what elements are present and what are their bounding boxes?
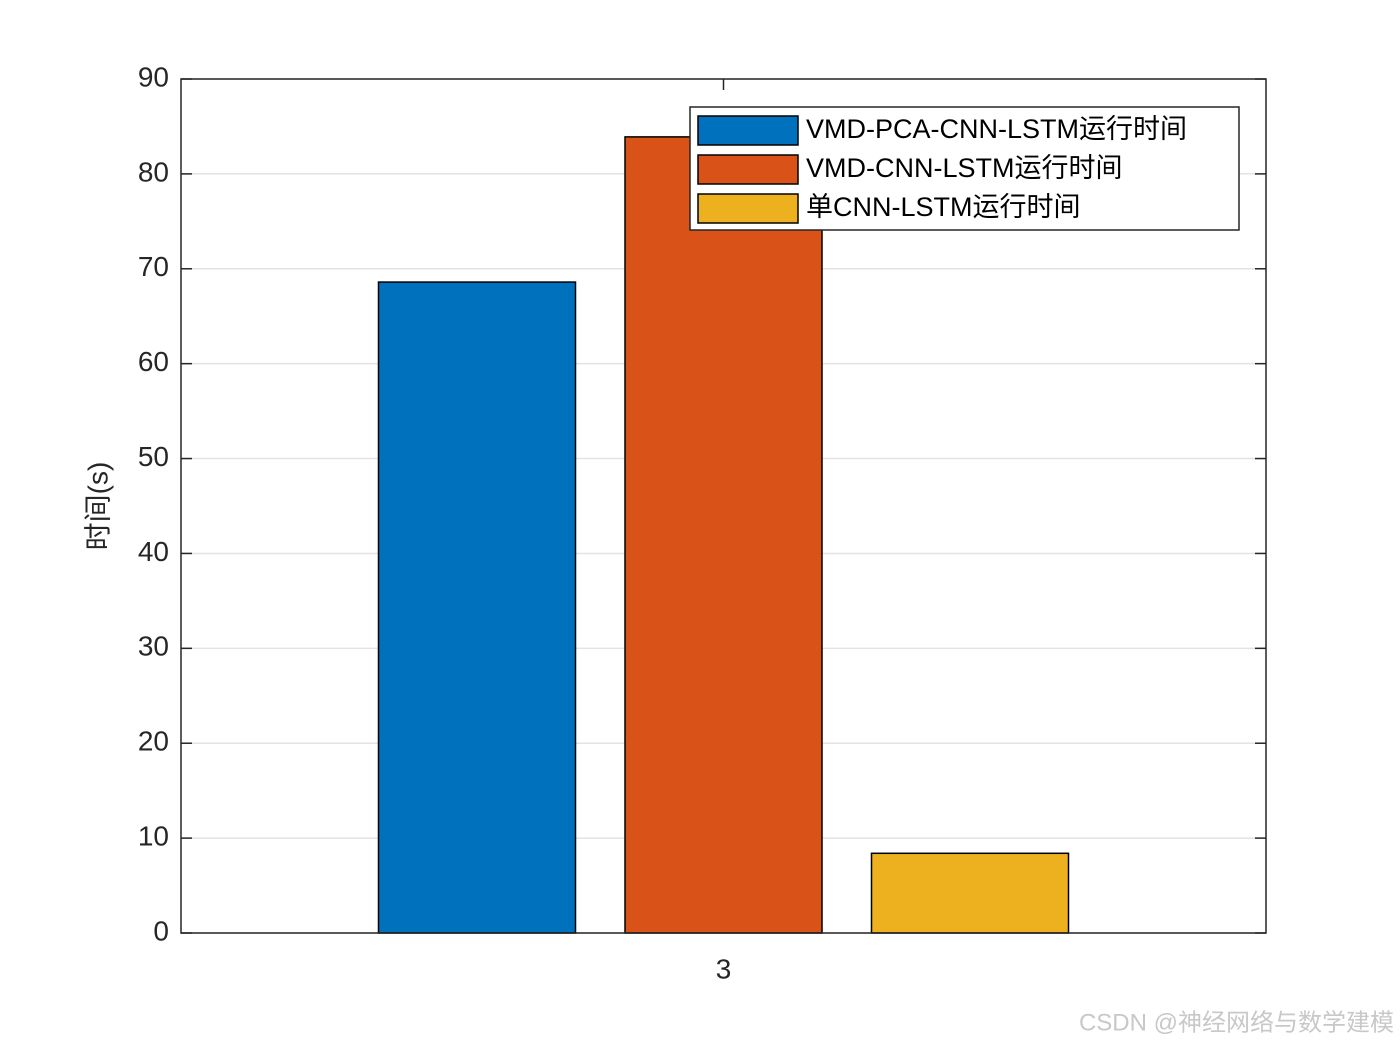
y-axis-label: 时间(s) (82, 462, 113, 551)
bar (624, 136, 823, 934)
y-tick-label: 60 (138, 346, 169, 377)
y-tick-label: 80 (138, 156, 169, 187)
y-tick-label: 20 (138, 726, 169, 757)
axes-box (180, 78, 1267, 934)
bar (377, 281, 577, 934)
y-tick-label: 10 (138, 821, 169, 852)
legend-label: VMD-PCA-CNN-LSTM运行时间 (806, 114, 1187, 144)
y-tick-label: 90 (138, 61, 169, 92)
y-tick-label: 70 (138, 251, 169, 282)
legend-label: VMD-CNN-LSTM运行时间 (806, 153, 1123, 183)
watermark: CSDN @神经网络与数学建模 (1079, 1009, 1394, 1036)
y-tick-label: 30 (138, 631, 169, 662)
y-tick-label: 50 (138, 441, 169, 472)
y-tick-label: 0 (153, 915, 169, 946)
bar (870, 852, 1070, 934)
legend-swatch (697, 115, 799, 146)
x-tick-label: 3 (716, 953, 732, 984)
legend-swatch (697, 193, 799, 224)
y-tick-label: 40 (138, 536, 169, 567)
legend-swatch (697, 154, 799, 185)
legend-label: 单CNN-LSTM运行时间 (806, 192, 1081, 222)
